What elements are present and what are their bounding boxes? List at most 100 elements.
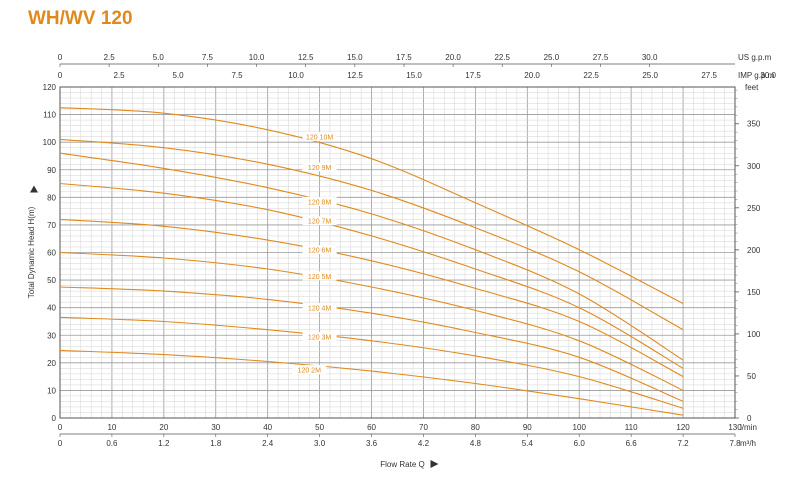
x-tick-label-lmin: 120 xyxy=(676,423,690,432)
top-tick-label-us: 17.5 xyxy=(396,53,412,62)
top-tick-label-imp: 27.5 xyxy=(701,71,717,80)
x-tick-label-lmin: 110 xyxy=(625,423,638,432)
series-line-1 xyxy=(59,138,684,331)
x-axis-label: Flow Rate Q xyxy=(380,460,424,469)
top-tick-label-us: 2.5 xyxy=(104,53,116,62)
x-tick-label-lmin: 80 xyxy=(471,423,480,432)
series-label: 120 7M xyxy=(308,219,332,226)
x-tick-label-m3h: 1.2 xyxy=(158,439,170,448)
top-tick-label-us: 25.0 xyxy=(544,53,560,62)
top-tick-label-imp: 17.5 xyxy=(465,71,481,80)
y-tick-label: 120 xyxy=(43,83,57,92)
series-label: 120 6M xyxy=(308,248,332,255)
x-tick-label-lmin: 130 xyxy=(728,423,742,432)
series-label-bg xyxy=(292,365,327,375)
top-tick-label-us: 27.5 xyxy=(593,53,609,62)
x-tick-label-m3h: 3.0 xyxy=(314,439,326,448)
y-tick-label: 90 xyxy=(47,166,56,175)
chart-title: WH/WV 120 xyxy=(28,8,133,29)
series-line-2 xyxy=(59,152,684,361)
top-unit-us: US g.p.m xyxy=(738,53,772,62)
x-tick-label-m3h: 0 xyxy=(58,439,63,448)
y-tick-label: 80 xyxy=(47,193,56,202)
series-label-bg xyxy=(302,332,337,342)
top-tick-label-us: 12.5 xyxy=(298,53,314,62)
top-tick-label-imp: 20.0 xyxy=(524,71,540,80)
top-tick-label-imp: 12.5 xyxy=(347,71,363,80)
x-tick-label-lmin: 90 xyxy=(523,423,532,432)
right-tick-label: 150 xyxy=(747,288,761,297)
series-line-7 xyxy=(59,316,684,409)
x-tick-label-m3h: 7.2 xyxy=(678,439,690,448)
series-label: 120 4M xyxy=(308,306,332,313)
x-tick-label-m3h: 1.8 xyxy=(210,439,222,448)
x-unit-lmin: l/min xyxy=(740,423,757,432)
series-label-bg xyxy=(302,245,337,255)
x-tick-label-lmin: 70 xyxy=(419,423,428,432)
series-label: 120 10M xyxy=(306,135,333,142)
series-line-3 xyxy=(59,182,684,369)
x-tick-label-m3h: 4.8 xyxy=(470,439,482,448)
series-label: 120 3M xyxy=(308,335,332,342)
grid xyxy=(59,86,736,419)
y-tick-label: 50 xyxy=(47,276,56,285)
right-tick-label: 300 xyxy=(747,162,761,171)
series-label-bg xyxy=(302,216,337,226)
y-tick-label: 20 xyxy=(47,359,56,368)
x-tick-label-lmin: 100 xyxy=(573,423,587,432)
right-tick-label: 200 xyxy=(747,246,761,255)
top-tick-label-imp: 10.0 xyxy=(288,71,304,80)
x-tick-label-lmin: 10 xyxy=(107,423,116,432)
y-tick-label: 100 xyxy=(43,138,57,147)
x-tick-label-m3h: 7.8 xyxy=(729,439,741,448)
series-label-bg xyxy=(302,196,337,206)
top-tick-label-us: 20.0 xyxy=(445,53,461,62)
y-tick-label: 60 xyxy=(47,249,56,258)
series-line-0 xyxy=(59,107,684,304)
right-tick-label: 50 xyxy=(747,372,756,381)
top-tick-label-us: 15.0 xyxy=(347,53,363,62)
top-tick-label-imp: 0 xyxy=(58,71,63,80)
x-tick-label-lmin: 40 xyxy=(263,423,272,432)
top-tick-label-us: 10.0 xyxy=(249,53,265,62)
y-tick-label: 10 xyxy=(47,386,56,395)
series-label-bg xyxy=(302,271,337,281)
top-tick-label-imp: 15.0 xyxy=(406,71,422,80)
x-tick-label-lmin: 20 xyxy=(159,423,168,432)
top-tick-label-imp: 25.0 xyxy=(642,71,658,80)
x-tick-label-m3h: 2.4 xyxy=(262,439,274,448)
y-tick-label: 30 xyxy=(47,331,56,340)
series-label: 120 9M xyxy=(308,165,332,172)
top-tick-label-imp: 2.5 xyxy=(113,71,125,80)
x-tick-label-m3h: 3.6 xyxy=(366,439,378,448)
x-tick-label-m3h: 0.6 xyxy=(106,439,118,448)
right-tick-label: 350 xyxy=(747,120,761,129)
x-tick-label-lmin: 50 xyxy=(315,423,324,432)
x-tick-label-m3h: 5.4 xyxy=(522,439,534,448)
x-tick-label-m3h: 6.6 xyxy=(626,439,638,448)
series-line-4 xyxy=(59,218,684,378)
y-axis-label: Total Dynamic Head H(m) xyxy=(27,206,36,298)
y-axis-label-group: Total Dynamic Head H(m) xyxy=(27,206,36,298)
y-tick-label: 70 xyxy=(47,221,56,230)
top-unit-imp: IMP g.p.m xyxy=(738,71,775,80)
top-tick-label-imp: 30.0 xyxy=(760,71,776,80)
x-tick-label-lmin: 0 xyxy=(58,423,63,432)
series-label: 120 5M xyxy=(308,274,332,281)
series-label: 120 8M xyxy=(308,199,332,206)
series-label: 120 2M xyxy=(298,368,322,375)
top-tick-label-us: 7.5 xyxy=(202,53,214,62)
top-tick-label-us: 22.5 xyxy=(494,53,510,62)
x-tick-label-m3h: 4.2 xyxy=(418,439,430,448)
top-tick-label-us: 5.0 xyxy=(153,53,165,62)
y-tick-label: 110 xyxy=(43,111,56,120)
top-tick-label-us: 0 xyxy=(58,53,63,62)
right-tick-label: 250 xyxy=(747,204,761,213)
right-tick-label: 0 xyxy=(747,414,752,423)
x-tick-label-m3h: 6.0 xyxy=(574,439,586,448)
x-tick-label-lmin: 30 xyxy=(211,423,220,432)
top-tick-label-imp: 22.5 xyxy=(583,71,599,80)
right-tick-label: 100 xyxy=(747,330,761,339)
x-unit-m3h: m³/h xyxy=(740,439,756,448)
